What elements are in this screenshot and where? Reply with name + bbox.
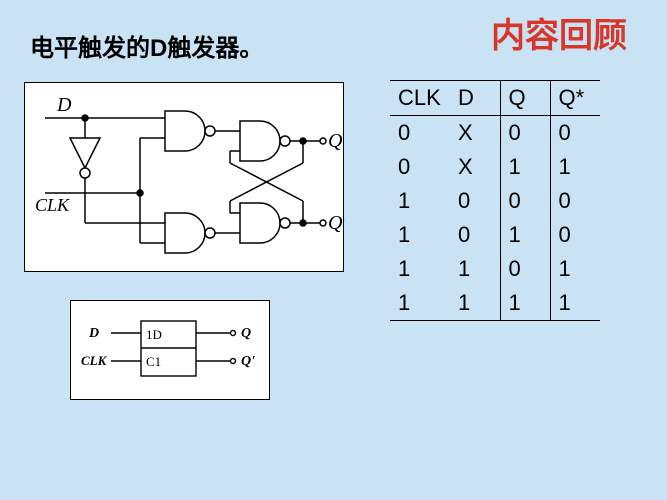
table-cell: 0 bbox=[390, 150, 450, 184]
table-cell: 1 bbox=[500, 218, 550, 252]
truth-table: CLK D Q Q* 0X000X111000101011011111 bbox=[390, 80, 600, 321]
table-cell: 1 bbox=[390, 218, 450, 252]
table-cell: 1 bbox=[500, 150, 550, 184]
sym-label-qp: Q' bbox=[241, 354, 255, 369]
table-cell: 0 bbox=[550, 218, 600, 252]
table-cell: 1 bbox=[450, 252, 500, 286]
table-cell: 0 bbox=[450, 184, 500, 218]
table-row: 1101 bbox=[390, 252, 600, 286]
page-title: 电平触发的D触发器。 bbox=[30, 28, 263, 63]
sym-pin-1d: 1D bbox=[146, 327, 162, 342]
table-cell: 0 bbox=[550, 116, 600, 151]
table-cell: 1 bbox=[550, 150, 600, 184]
col-header-q: Q bbox=[500, 81, 550, 116]
sym-label-q: Q bbox=[241, 326, 251, 341]
table-row: 0X00 bbox=[390, 116, 600, 151]
table-cell: 0 bbox=[500, 252, 550, 286]
table-cell: 0 bbox=[500, 116, 550, 151]
circuit-diagram: D CLK Q Q' bbox=[24, 82, 344, 272]
corner-label: 内容回顾 bbox=[491, 8, 627, 57]
table-cell: 1 bbox=[500, 286, 550, 321]
table-cell: 0 bbox=[550, 184, 600, 218]
label-q: Q bbox=[328, 130, 343, 152]
table-row: 1000 bbox=[390, 184, 600, 218]
sym-label-clk: CLK bbox=[81, 353, 108, 368]
table-header-row: CLK D Q Q* bbox=[390, 81, 600, 116]
table-cell: 0 bbox=[450, 218, 500, 252]
table-cell: 0 bbox=[500, 184, 550, 218]
table-cell: 1 bbox=[550, 252, 600, 286]
label-d: D bbox=[56, 94, 72, 116]
table-cell: 1 bbox=[390, 286, 450, 321]
table-cell: X bbox=[450, 116, 500, 151]
table-cell: 1 bbox=[450, 286, 500, 321]
table-row: 0X11 bbox=[390, 150, 600, 184]
table-cell: 1 bbox=[390, 184, 450, 218]
table-body: 0X000X111000101011011111 bbox=[390, 116, 600, 321]
table-row: 1010 bbox=[390, 218, 600, 252]
table-row: 1111 bbox=[390, 286, 600, 321]
sym-pin-c1: C1 bbox=[146, 354, 161, 369]
table-cell: X bbox=[450, 150, 500, 184]
table-cell: 1 bbox=[390, 252, 450, 286]
col-header-clk: CLK bbox=[390, 81, 450, 116]
col-header-qstar: Q* bbox=[550, 81, 600, 116]
table-cell: 1 bbox=[550, 286, 600, 321]
symbol-diagram: D CLK 1D C1 Q Q' bbox=[70, 300, 270, 400]
col-header-d: D bbox=[450, 81, 500, 116]
label-qprime: Q' bbox=[328, 212, 345, 234]
label-clk: CLK bbox=[35, 195, 70, 215]
sym-label-d: D bbox=[88, 326, 99, 341]
table-cell: 0 bbox=[390, 116, 450, 151]
